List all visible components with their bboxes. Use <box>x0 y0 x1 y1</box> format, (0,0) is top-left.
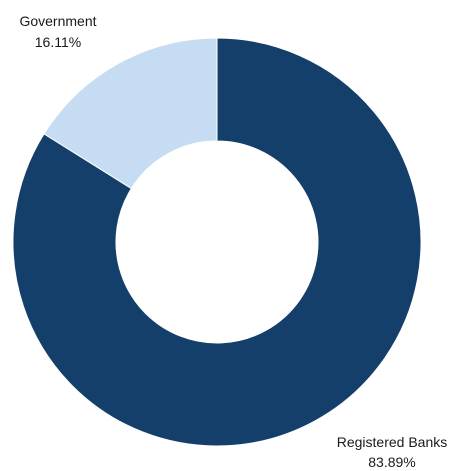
slice-label-government-value: 16.11% <box>35 34 81 50</box>
slice-label-registered-banks-name: Registered Banks <box>337 434 448 450</box>
slice-label-registered-banks-value: 83.89% <box>368 454 415 470</box>
slice-label-government: Government 16.11% <box>19 13 96 50</box>
slice-registered-banks <box>12 37 422 447</box>
slice-label-government-name: Government <box>19 13 96 29</box>
slice-label-registered-banks: Registered Banks 83.89% <box>337 434 448 470</box>
donut-slices <box>12 37 422 447</box>
slice-government <box>43 37 218 190</box>
